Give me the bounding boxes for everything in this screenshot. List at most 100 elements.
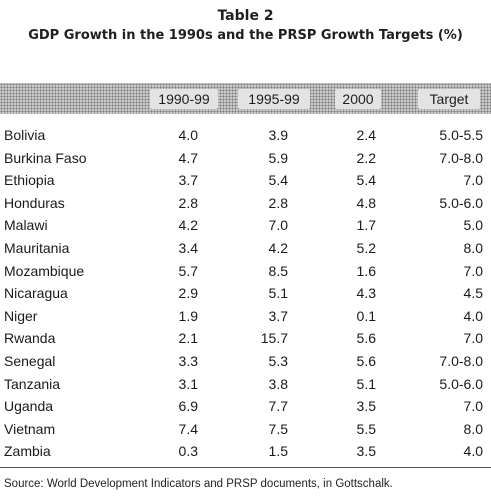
table-cell-1995-99: 7.7 bbox=[268, 398, 288, 415]
table-cell-2000: 5.1 bbox=[356, 375, 376, 392]
table-title: GDP Growth in the 1990s and the PRSP Gro… bbox=[28, 28, 463, 43]
country-name: Burkina Faso bbox=[4, 149, 87, 166]
table-cell-1990-99: 4.7 bbox=[178, 149, 198, 166]
table-cell-2000: 5.6 bbox=[356, 330, 376, 347]
table-cell-1990-99: 4.2 bbox=[178, 217, 198, 234]
table-cell-2000: 5.2 bbox=[356, 239, 376, 256]
column-header-target: Target bbox=[418, 89, 480, 109]
table-cell-1995-99: 3.7 bbox=[268, 307, 288, 324]
table-cell-1995-99: 3.8 bbox=[268, 375, 288, 392]
table-cell-2000: 5.5 bbox=[356, 420, 376, 437]
table-cell-target: 8.0 bbox=[463, 239, 483, 256]
table-cell-1995-99: 5.3 bbox=[268, 352, 288, 369]
table-cell-target: 7.0 bbox=[463, 172, 483, 189]
table-cell-2000: 2.4 bbox=[356, 127, 376, 143]
table-cell-target: 5.0 bbox=[463, 217, 483, 234]
table-cell-1995-99: 1.5 bbox=[268, 443, 288, 460]
table-cell-2000: 0.1 bbox=[356, 307, 376, 324]
table-cell-target: 5.0-6.0 bbox=[439, 194, 483, 211]
column-header-2000: 2000 bbox=[335, 89, 381, 109]
table-row: Uganda 6.9 7.7 3.5 7.0 bbox=[0, 395, 491, 418]
table-cell-2000: 5.4 bbox=[356, 172, 376, 189]
table-number: Table 2 bbox=[217, 8, 274, 24]
table-cell-2000: 1.6 bbox=[356, 262, 376, 279]
country-name: Malawi bbox=[4, 217, 48, 234]
country-name: Uganda bbox=[4, 398, 54, 415]
country-name: Tanzania bbox=[4, 375, 61, 392]
table-cell-1990-99: 2.8 bbox=[178, 194, 198, 211]
table-cell-1995-99: 5.1 bbox=[268, 285, 288, 302]
country-name: Senegal bbox=[4, 352, 56, 369]
table-cell-1990-99: 4.0 bbox=[178, 127, 198, 143]
country-name: Bolivia bbox=[4, 127, 46, 143]
table-cell-target: 7.0 bbox=[463, 398, 483, 415]
table-row: Honduras 2.8 2.8 4.8 5.0-6.0 bbox=[0, 192, 491, 215]
table-row: Ethiopia 3.7 5.4 5.4 7.0 bbox=[0, 169, 491, 192]
table-row: Mauritania 3.4 4.2 5.2 8.0 bbox=[0, 237, 491, 260]
table-cell-1995-99: 4.2 bbox=[268, 239, 288, 256]
table-cell-1990-99: 0.3 bbox=[178, 443, 198, 460]
table-bottom-rule bbox=[0, 467, 491, 468]
table-cell-1990-99: 5.7 bbox=[178, 262, 198, 279]
table-cell-1990-99: 7.4 bbox=[178, 420, 198, 437]
table-cell-1990-99: 3.1 bbox=[178, 375, 198, 392]
country-name: Ethiopia bbox=[4, 172, 55, 189]
table-cell-1990-99: 3.3 bbox=[178, 352, 198, 369]
table-row: Bolivia 4.0 3.9 2.4 5.0-5.5 bbox=[0, 124, 491, 147]
table-cell-1990-99: 2.9 bbox=[178, 285, 198, 302]
table-caption: Table 2 GDP Growth in the 1990s and the … bbox=[0, 8, 491, 44]
table-cell-1995-99: 15.7 bbox=[260, 330, 288, 347]
country-name: Nicaragua bbox=[4, 285, 68, 302]
table-cell-target: 7.0 bbox=[463, 262, 483, 279]
table-row: Malawi 4.2 7.0 1.7 5.0 bbox=[0, 214, 491, 237]
table-cell-1990-99: 2.1 bbox=[178, 330, 198, 347]
table-row: Burkina Faso 4.7 5.9 2.2 7.0-8.0 bbox=[0, 147, 491, 170]
table-row: Senegal 3.3 5.3 5.6 7.0-8.0 bbox=[0, 350, 491, 373]
table-cell-2000: 2.2 bbox=[356, 149, 376, 166]
table-row: Mozambique 5.7 8.5 1.6 7.0 bbox=[0, 260, 491, 283]
table-row: Niger 1.9 3.7 0.1 4.0 bbox=[0, 305, 491, 328]
country-name: Mauritania bbox=[4, 239, 70, 256]
table-cell-2000: 3.5 bbox=[356, 443, 376, 460]
table-row: Tanzania 3.1 3.8 5.1 5.0-6.0 bbox=[0, 373, 491, 396]
table-cell-target: 7.0-8.0 bbox=[439, 352, 483, 369]
table-cell-target: 7.0-8.0 bbox=[439, 149, 483, 166]
table-cell-2000: 1.7 bbox=[356, 217, 376, 234]
table-cell-target: 4.0 bbox=[463, 443, 483, 460]
country-name: Niger bbox=[4, 307, 38, 324]
source-note: Source: World Development Indicators and… bbox=[4, 478, 393, 490]
table-row: Vietnam 7.4 7.5 5.5 8.0 bbox=[0, 418, 491, 441]
table-row: Zambia 0.3 1.5 3.5 4.0 bbox=[0, 440, 491, 463]
table-cell-2000: 4.8 bbox=[356, 194, 376, 211]
table-cell-target: 7.0 bbox=[463, 330, 483, 347]
table-cell-target: 5.0-6.0 bbox=[439, 375, 483, 392]
table-cell-target: 8.0 bbox=[463, 420, 483, 437]
table-cell-1995-99: 7.5 bbox=[268, 420, 288, 437]
table-cell-target: 4.0 bbox=[463, 307, 483, 324]
column-header-1990-99: 1990-99 bbox=[150, 89, 218, 109]
table-cell-1995-99: 2.8 bbox=[268, 194, 288, 211]
country-name: Rwanda bbox=[4, 330, 56, 347]
country-name: Honduras bbox=[4, 194, 65, 211]
table-cell-2000: 4.3 bbox=[356, 285, 376, 302]
table-cell-1990-99: 1.9 bbox=[178, 307, 198, 324]
table-header-row: 1990-99 1995-99 2000 Target bbox=[0, 83, 491, 114]
table-cell-1995-99: 5.9 bbox=[268, 149, 288, 166]
table-cell-1995-99: 7.0 bbox=[268, 217, 288, 234]
table-cell-2000: 3.5 bbox=[356, 398, 376, 415]
country-name: Zambia bbox=[4, 443, 51, 460]
country-name: Mozambique bbox=[4, 262, 85, 279]
table-cell-1995-99: 3.9 bbox=[268, 127, 288, 143]
country-name: Vietnam bbox=[4, 420, 56, 437]
table-cell-2000: 5.6 bbox=[356, 352, 376, 369]
table-cell-1990-99: 3.7 bbox=[178, 172, 198, 189]
table-cell-1995-99: 5.4 bbox=[268, 172, 288, 189]
table-cell-1995-99: 8.5 bbox=[268, 262, 288, 279]
table-cell-1990-99: 3.4 bbox=[178, 239, 198, 256]
table-body: Bolivia 4.0 3.9 2.4 5.0-5.5 Burkina Faso 4.7 5.… bbox=[0, 124, 491, 463]
table-cell-target: 5.0-5.5 bbox=[439, 127, 483, 143]
table-row: Nicaragua 2.9 5.1 4.3 4.5 bbox=[0, 282, 491, 305]
gdp-growth-table: 1990-99 1995-99 2000 Target Bolivia 4.0 3.… bbox=[0, 83, 491, 463]
table-row: Rwanda 2.1 15.7 5.6 7.0 bbox=[0, 327, 491, 350]
column-header-1995-99: 1995-99 bbox=[238, 89, 310, 109]
